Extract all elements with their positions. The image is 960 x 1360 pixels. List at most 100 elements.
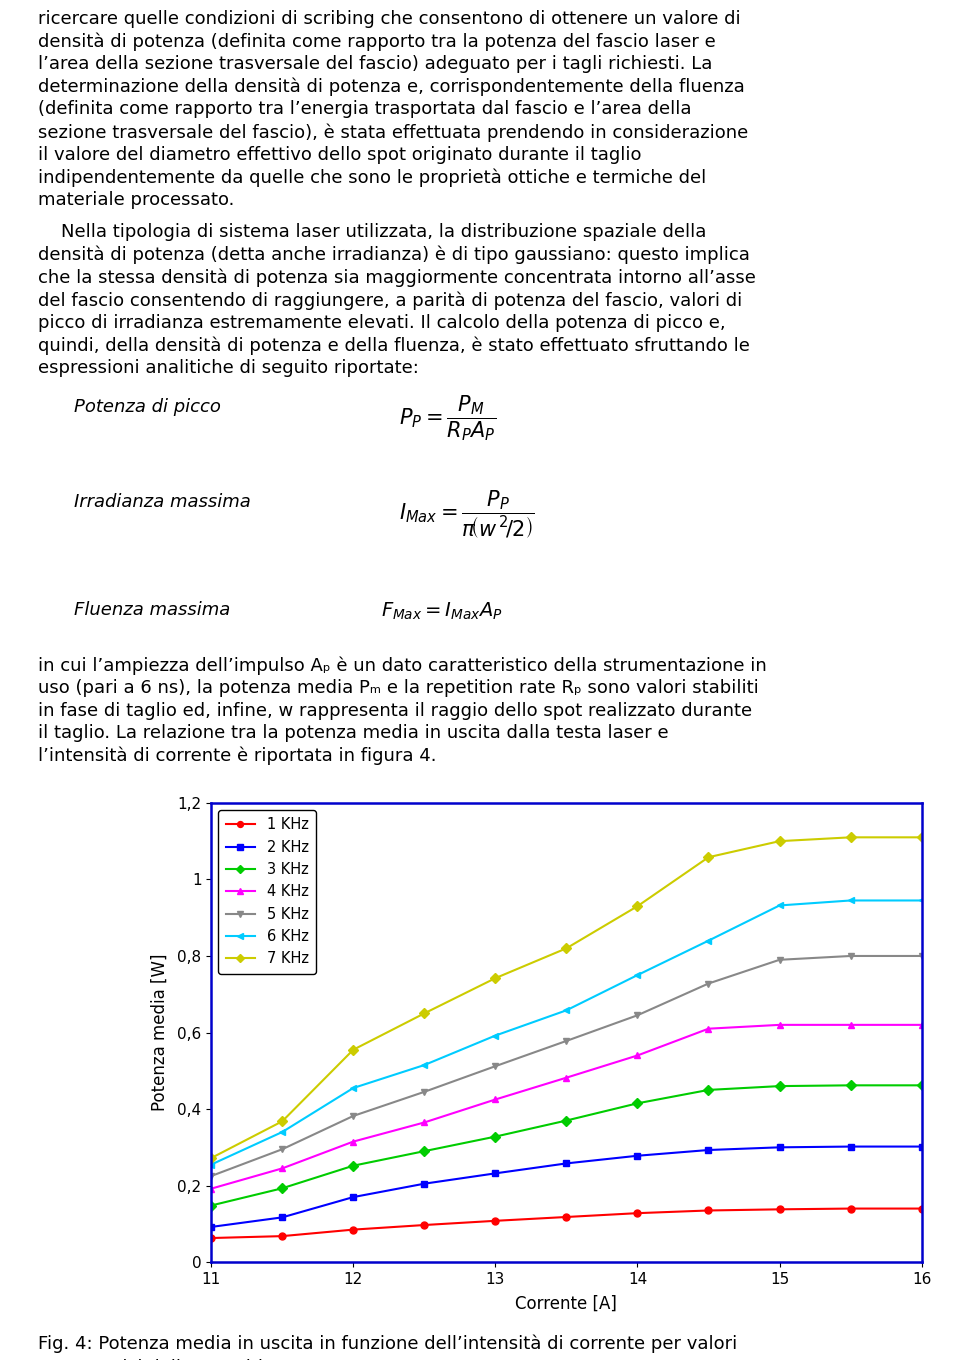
5 KHz	[774, 952, 785, 968]
2 KHz	[348, 1189, 359, 1205]
3 KHz	[845, 1077, 856, 1093]
1 KHz	[703, 1202, 714, 1219]
1 KHz	[632, 1205, 643, 1221]
Text: uso (pari a 6 ns), la potenza media Pₘ e la repetition rate Rₚ sono valori stabi: uso (pari a 6 ns), la potenza media Pₘ e…	[38, 679, 759, 696]
3 KHz	[419, 1142, 430, 1159]
7 KHz	[916, 830, 927, 846]
2 KHz	[419, 1175, 430, 1191]
4 KHz	[276, 1160, 288, 1176]
Line: 4 KHz: 4 KHz	[207, 1021, 925, 1193]
3 KHz	[490, 1129, 501, 1145]
7 KHz	[703, 849, 714, 865]
3 KHz	[703, 1081, 714, 1098]
7 KHz	[419, 1005, 430, 1021]
5 KHz	[632, 1008, 643, 1024]
5 KHz	[916, 948, 927, 964]
2 KHz	[845, 1138, 856, 1155]
6 KHz	[205, 1156, 217, 1172]
6 KHz	[774, 898, 785, 914]
Text: in fase di taglio ed, infine, w rappresenta il raggio dello spot realizzato dura: in fase di taglio ed, infine, w rapprese…	[38, 702, 753, 719]
Line: 5 KHz: 5 KHz	[207, 952, 925, 1179]
6 KHz	[490, 1027, 501, 1043]
4 KHz	[703, 1020, 714, 1036]
5 KHz	[845, 948, 856, 964]
Text: materiale processato.: materiale processato.	[38, 192, 235, 209]
Text: che la stessa densità di potenza sia maggiormente concentrata intorno all’asse: che la stessa densità di potenza sia mag…	[38, 268, 756, 287]
2 KHz	[703, 1142, 714, 1159]
4 KHz	[490, 1091, 501, 1107]
Text: l’area della sezione trasversale del fascio) adeguato per i tagli richiesti. La: l’area della sezione trasversale del fas…	[38, 54, 712, 73]
5 KHz	[205, 1168, 217, 1185]
5 KHz	[703, 975, 714, 991]
4 KHz	[348, 1133, 359, 1149]
Text: Irradianza massima: Irradianza massima	[75, 494, 252, 511]
Line: 2 KHz: 2 KHz	[207, 1144, 925, 1231]
Line: 1 KHz: 1 KHz	[207, 1205, 925, 1242]
Text: Fig. 4: Potenza media in uscita in funzione dell’intensità di corrente per valor: Fig. 4: Potenza media in uscita in funzi…	[38, 1334, 737, 1353]
2 KHz	[205, 1219, 217, 1235]
Text: espressioni analitiche di seguito riportate:: espressioni analitiche di seguito riport…	[38, 359, 420, 377]
2 KHz	[561, 1155, 572, 1171]
Y-axis label: Potenza media [W]: Potenza media [W]	[151, 953, 169, 1111]
2 KHz	[632, 1148, 643, 1164]
Legend: 1 KHz, 2 KHz, 3 KHz, 4 KHz, 5 KHz, 6 KHz, 7 KHz: 1 KHz, 2 KHz, 3 KHz, 4 KHz, 5 KHz, 6 KHz…	[219, 811, 316, 974]
Text: Potenza di picco: Potenza di picco	[75, 398, 222, 416]
5 KHz	[276, 1141, 288, 1157]
1 KHz	[276, 1228, 288, 1244]
Text: il valore del diametro effettivo dello spot originato durante il taglio: il valore del diametro effettivo dello s…	[38, 146, 642, 163]
5 KHz	[348, 1108, 359, 1125]
Text: indipendentemente da quelle che sono le proprietà ottiche e termiche del: indipendentemente da quelle che sono le …	[38, 169, 707, 188]
3 KHz	[276, 1180, 288, 1197]
Text: $F_{Max} = I_{Max} A_P$: $F_{Max} = I_{Max} A_P$	[381, 601, 503, 623]
Text: Fluenza massima: Fluenza massima	[75, 601, 230, 619]
Text: $P_P = \dfrac{P_M}{R_P A_P}$: $P_P = \dfrac{P_M}{R_P A_P}$	[399, 393, 496, 443]
4 KHz	[845, 1017, 856, 1034]
2 KHz	[916, 1138, 927, 1155]
5 KHz	[561, 1032, 572, 1049]
7 KHz	[490, 970, 501, 986]
X-axis label: Corrente [A]: Corrente [A]	[516, 1295, 617, 1314]
2 KHz	[774, 1140, 785, 1156]
1 KHz	[419, 1217, 430, 1234]
7 KHz	[845, 830, 856, 846]
Line: 7 KHz: 7 KHz	[207, 834, 925, 1161]
1 KHz	[916, 1201, 927, 1217]
1 KHz	[845, 1201, 856, 1217]
7 KHz	[774, 832, 785, 849]
Text: ricercare quelle condizioni di scribing che consentono di ottenere un valore di: ricercare quelle condizioni di scribing …	[38, 10, 741, 27]
6 KHz	[632, 967, 643, 983]
Text: densità di potenza (detta anche irradianza) è di tipo gaussiano: questo implica: densità di potenza (detta anche irradian…	[38, 246, 751, 264]
Text: l’intensità di corrente è riportata in figura 4.: l’intensità di corrente è riportata in f…	[38, 747, 437, 766]
7 KHz	[632, 898, 643, 914]
6 KHz	[419, 1057, 430, 1073]
4 KHz	[916, 1017, 927, 1034]
2 KHz	[276, 1209, 288, 1225]
3 KHz	[632, 1095, 643, 1111]
Text: determinazione della densità di potenza e, corrispondentemente della fluenza: determinazione della densità di potenza …	[38, 78, 745, 97]
7 KHz	[561, 940, 572, 956]
Line: 6 KHz: 6 KHz	[207, 898, 925, 1168]
1 KHz	[348, 1221, 359, 1238]
Text: quindi, della densità di potenza e della fluenza, è stato effettuato sfruttando : quindi, della densità di potenza e della…	[38, 336, 751, 355]
Text: il taglio. La relazione tra la potenza media in uscita dalla testa laser e: il taglio. La relazione tra la potenza m…	[38, 725, 669, 743]
3 KHz	[774, 1078, 785, 1095]
5 KHz	[490, 1058, 501, 1074]
3 KHz	[205, 1197, 217, 1213]
3 KHz	[916, 1077, 927, 1093]
6 KHz	[348, 1080, 359, 1096]
Line: 3 KHz: 3 KHz	[207, 1081, 925, 1209]
Text: $I_{Max} = \dfrac{P_P}{\pi\!\left(w^{\,2}\!/2\right)}$: $I_{Max} = \dfrac{P_P}{\pi\!\left(w^{\,2…	[399, 488, 535, 540]
1 KHz	[205, 1229, 217, 1246]
Text: (definita come rapporto tra l’energia trasportata dal fascio e l’area della: (definita come rapporto tra l’energia tr…	[38, 101, 692, 118]
1 KHz	[561, 1209, 572, 1225]
4 KHz	[561, 1069, 572, 1085]
1 KHz	[490, 1213, 501, 1229]
Text: picco di irradianza estremamente elevati. Il calcolo della potenza di picco e,: picco di irradianza estremamente elevati…	[38, 314, 726, 332]
4 KHz	[632, 1047, 643, 1064]
2 KHz	[490, 1166, 501, 1182]
4 KHz	[205, 1180, 217, 1197]
Text: densità di potenza (definita come rapporto tra la potenza del fascio laser e: densità di potenza (definita come rappor…	[38, 33, 716, 50]
7 KHz	[348, 1042, 359, 1058]
6 KHz	[916, 892, 927, 908]
6 KHz	[703, 933, 714, 949]
